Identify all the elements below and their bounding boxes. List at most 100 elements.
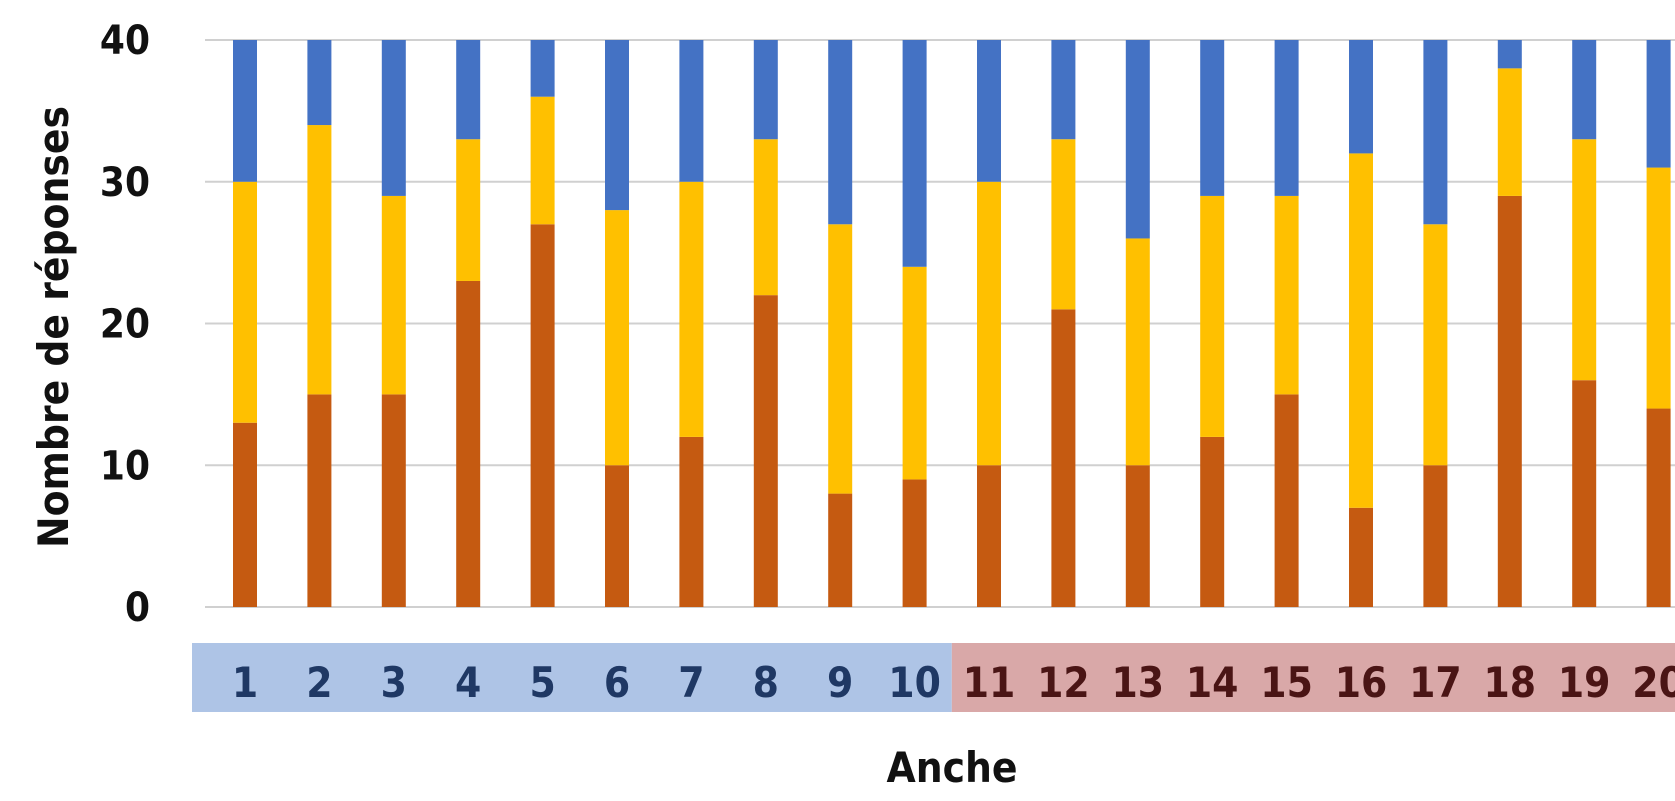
x-tick-label: 3 — [381, 658, 407, 707]
bar-segment-bottom — [679, 436, 704, 607]
bar-segment-bottom — [1125, 465, 1150, 607]
bar-segment-top — [1200, 40, 1225, 196]
bar-segment-bottom — [753, 295, 778, 607]
bar-segment-bottom — [1051, 309, 1076, 607]
bar-segment-top — [1125, 40, 1150, 239]
bar-segment-middle — [1423, 224, 1448, 466]
bar-segment-bottom — [902, 479, 927, 607]
bar-segment-middle — [902, 266, 927, 480]
bar-segment-middle — [530, 96, 555, 225]
bar-stack — [977, 40, 1001, 607]
x-tick-label: 17 — [1409, 658, 1462, 707]
bars — [233, 40, 1671, 608]
bar-segment-middle — [1200, 195, 1225, 437]
y-tick-label: 10 — [100, 443, 150, 489]
bar-segment-middle — [679, 181, 704, 437]
x-tick-label: 1 — [232, 658, 258, 707]
bar-segment-bottom — [1349, 507, 1373, 607]
bar-segment-top — [1646, 40, 1671, 168]
x-tick-label: 15 — [1260, 658, 1313, 707]
y-axis-title: Nombre de réponses — [29, 106, 78, 548]
bar-segment-bottom — [605, 465, 629, 607]
x-tick-label: 10 — [888, 658, 941, 707]
bar-segment-top — [977, 40, 1001, 182]
x-tick-label: 12 — [1037, 658, 1090, 707]
bar-segment-middle — [605, 210, 629, 466]
x-tick-label: 13 — [1112, 658, 1165, 707]
bar-segment-top — [605, 40, 629, 211]
x-tick-label: 2 — [306, 658, 332, 707]
bar-segment-bottom — [1646, 408, 1671, 607]
bar-segment-top — [1497, 40, 1522, 69]
bar-stack — [307, 40, 332, 607]
bar-segment-bottom — [233, 422, 257, 607]
bar-segment-middle — [1646, 167, 1671, 409]
bar-segment-middle — [828, 224, 853, 494]
category-group-band — [192, 643, 952, 712]
bar-segment-top — [233, 40, 257, 182]
bar-segment-bottom — [381, 394, 406, 607]
bar-stack — [1423, 40, 1448, 607]
y-tick-label: 40 — [100, 18, 150, 64]
bar-stack — [1572, 40, 1597, 607]
x-tick-label: 4 — [455, 658, 481, 707]
x-tick-label: 18 — [1484, 658, 1537, 707]
gridlines — [205, 39, 1675, 608]
bar-stack — [828, 40, 853, 607]
bar-stack — [679, 40, 704, 607]
category-group-bands — [192, 643, 1675, 712]
bar-stack — [1274, 40, 1299, 607]
x-tick-label: 6 — [604, 658, 630, 707]
bar-stack — [753, 40, 778, 607]
x-tick-label: 9 — [827, 658, 853, 707]
bar-segment-bottom — [1572, 380, 1597, 607]
x-tick-label: 16 — [1335, 658, 1388, 707]
x-axis-title: Anche — [886, 743, 1017, 792]
y-tick-label: 0 — [125, 585, 150, 631]
bar-segment-middle — [456, 139, 481, 281]
bar-stack — [1125, 40, 1150, 607]
x-axis-ticks: 1 2 3 4 5 6 7 8 9 10 11 12 13 14 15 16 17 18 19 20 — [232, 658, 1675, 707]
bar-segment-middle — [233, 181, 257, 423]
bar-segment-top — [1051, 40, 1076, 140]
bar-segment-middle — [1274, 195, 1299, 395]
bar-segment-bottom — [828, 493, 853, 607]
bar-segment-top — [753, 40, 778, 140]
bar-segment-top — [679, 40, 704, 182]
bar-stack — [1200, 40, 1225, 607]
bar-segment-top — [1349, 40, 1373, 154]
bar-stack — [381, 40, 406, 607]
bar-segment-top — [530, 40, 555, 97]
bar-segment-top — [1572, 40, 1597, 140]
bar-segment-bottom — [530, 224, 555, 607]
x-tick-label: 19 — [1558, 658, 1611, 707]
bar-stack — [605, 40, 629, 607]
bar-segment-bottom — [1200, 436, 1225, 607]
bar-segment-middle — [1572, 139, 1597, 381]
bar-segment-middle — [1051, 139, 1076, 310]
bar-segment-bottom — [1423, 465, 1448, 607]
bar-stack — [233, 40, 257, 607]
bar-segment-bottom — [1497, 195, 1522, 608]
bar-segment-middle — [381, 195, 406, 395]
bar-segment-top — [456, 40, 481, 140]
bar-segment-middle — [1497, 68, 1522, 196]
bar-segment-top — [381, 40, 406, 196]
bar-segment-top — [828, 40, 853, 225]
bar-segment-middle — [1349, 153, 1373, 508]
x-tick-label: 11 — [963, 658, 1016, 707]
category-group-band — [951, 643, 1675, 712]
bar-segment-middle — [307, 125, 332, 395]
bar-segment-middle — [977, 181, 1001, 466]
bar-stack — [1497, 40, 1522, 608]
bar-stack — [1349, 40, 1373, 607]
x-tick-label: 8 — [753, 658, 779, 707]
x-tick-label: 7 — [678, 658, 704, 707]
bar-segment-middle — [1125, 238, 1150, 466]
bar-segment-top — [307, 40, 332, 126]
bar-segment-top — [902, 40, 927, 267]
bar-stack — [456, 40, 481, 607]
bar-stack — [530, 40, 555, 607]
